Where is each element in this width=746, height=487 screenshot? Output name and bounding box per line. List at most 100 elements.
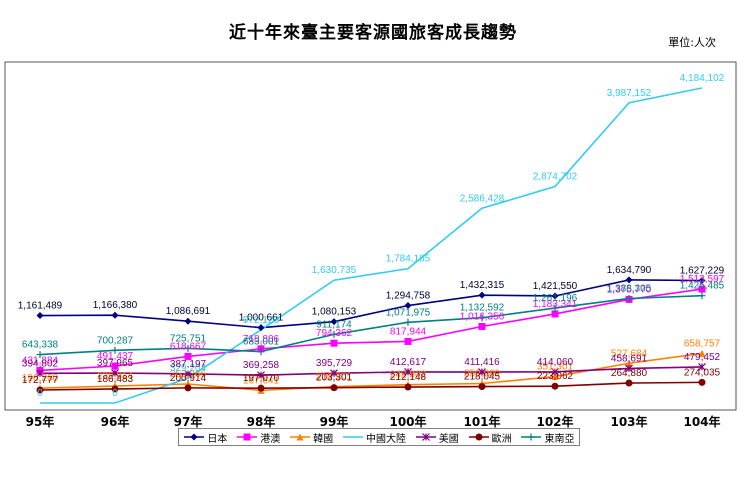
- data-label: 683,001: [243, 337, 280, 348]
- data-label: 491,437: [97, 351, 134, 362]
- series-0-marker: [257, 324, 265, 332]
- data-label: 414,060: [537, 357, 574, 368]
- data-label: 412,617: [390, 357, 427, 368]
- data-label: 643,338: [22, 340, 59, 351]
- data-label: 411,416: [464, 357, 500, 368]
- legend-swatch: [184, 433, 205, 441]
- legend-swatch: [342, 436, 363, 438]
- data-label: 794,362: [316, 328, 353, 339]
- data-label: 618,667: [170, 341, 207, 352]
- series-6-marker: [404, 318, 412, 326]
- series-1-marker: [698, 285, 706, 293]
- data-label: 167,641: [243, 375, 280, 386]
- data-label: 387,197: [170, 359, 207, 370]
- data-label: 2,586,428: [460, 193, 505, 204]
- data-label: 1,294,758: [386, 291, 431, 302]
- data-label: 223,062: [537, 371, 574, 382]
- series-5-marker: [36, 386, 44, 394]
- data-label: 479,452: [684, 352, 721, 363]
- data-label: 274,035: [684, 367, 721, 378]
- series-5-marker: [330, 384, 338, 392]
- series-6-marker: [184, 344, 192, 352]
- data-label: 203,301: [316, 373, 353, 384]
- legend-item: 韓國: [289, 430, 333, 445]
- x-tick-label: 98年: [247, 414, 276, 429]
- series-1-marker: [184, 352, 192, 360]
- series-5-marker: [698, 378, 706, 386]
- data-label: 1,161,489: [18, 301, 63, 312]
- x-tick-label: 102年: [536, 414, 573, 429]
- data-label: 4,184,102: [680, 73, 725, 84]
- series-4-marker: [404, 368, 412, 376]
- series-5-marker: [404, 383, 412, 391]
- data-label: 431,884: [22, 355, 59, 366]
- data-label: 216,901: [316, 372, 353, 383]
- series-1-marker: [330, 339, 338, 347]
- series-0-marker: [551, 292, 559, 300]
- x-tick-label: 96年: [101, 414, 130, 429]
- legend-item: 中國大陸: [342, 430, 406, 445]
- legend-label: 歐洲: [491, 433, 512, 445]
- legend-6-marker: [527, 433, 535, 441]
- series-line-1: [39, 288, 703, 372]
- data-label: 1,375,770: [607, 284, 652, 295]
- series-6-marker: [551, 304, 559, 312]
- data-label: 1,388,305: [607, 283, 652, 294]
- legend-label: 日本: [207, 433, 228, 445]
- series-4-marker: [111, 369, 119, 377]
- series-1-marker: [478, 322, 486, 330]
- series-5-marker: [184, 384, 192, 392]
- series-2-marker: [698, 349, 706, 357]
- series-4-marker: [625, 364, 633, 373]
- series-1-marker: [111, 362, 119, 370]
- data-label: 351,301: [537, 362, 574, 373]
- data-label: 817,944: [390, 326, 427, 337]
- series-0-marker: [478, 291, 486, 299]
- data-label: 458,691: [611, 353, 648, 364]
- series-5-marker: [625, 379, 633, 387]
- data-label: 264,880: [611, 368, 648, 379]
- series-6-marker: [111, 346, 119, 354]
- data-label: 1,630,735: [312, 265, 357, 276]
- data-label: 186,483: [97, 374, 134, 385]
- series-0-marker: [184, 317, 192, 325]
- series-1-marker: [551, 310, 559, 318]
- series-6-marker: [36, 351, 44, 359]
- series-line-3: [40, 87, 703, 404]
- series-5-marker: [551, 382, 559, 390]
- legend-1-marker: [243, 433, 251, 441]
- data-label: 197,070: [243, 373, 280, 384]
- data-label: 1,132,592: [460, 303, 505, 314]
- unit-label: 單位:人次: [668, 36, 716, 49]
- series-0-marker: [404, 302, 412, 310]
- series-4-marker: [257, 371, 265, 380]
- series-line-4: [39, 366, 703, 377]
- data-label: 172,777: [22, 375, 59, 386]
- data-label: 1,016,356: [460, 311, 505, 322]
- series-4-marker: [551, 367, 559, 376]
- data-label: 252,266: [170, 369, 207, 380]
- series-line-6: [39, 294, 703, 356]
- legend-0-marker: [190, 433, 198, 441]
- legend-swatch: [415, 433, 436, 441]
- data-label: 700,287: [97, 335, 134, 346]
- legend-item: 歐洲: [468, 430, 512, 445]
- x-tick-label: 95年: [26, 414, 55, 429]
- data-label: 1,071,975: [386, 307, 431, 318]
- x-tick-label: 103年: [610, 414, 647, 429]
- legend-swatch: [290, 433, 311, 441]
- data-label: 259,089: [464, 368, 501, 379]
- legend-2-marker: [296, 433, 304, 441]
- legend-item: 美國: [415, 430, 459, 445]
- series-line-0: [39, 279, 703, 329]
- data-label: 1,425,485: [680, 281, 725, 292]
- legend-label: 東南亞: [544, 433, 575, 445]
- legend-swatch: [468, 433, 489, 441]
- series-4-marker: [330, 369, 338, 378]
- data-label: 1,000,661: [239, 313, 284, 324]
- data-label: 1,627,229: [680, 265, 725, 276]
- series-5-marker: [111, 385, 119, 393]
- series-5-marker: [257, 384, 265, 392]
- series-6-marker: [698, 292, 706, 300]
- series-5-marker: [478, 383, 486, 391]
